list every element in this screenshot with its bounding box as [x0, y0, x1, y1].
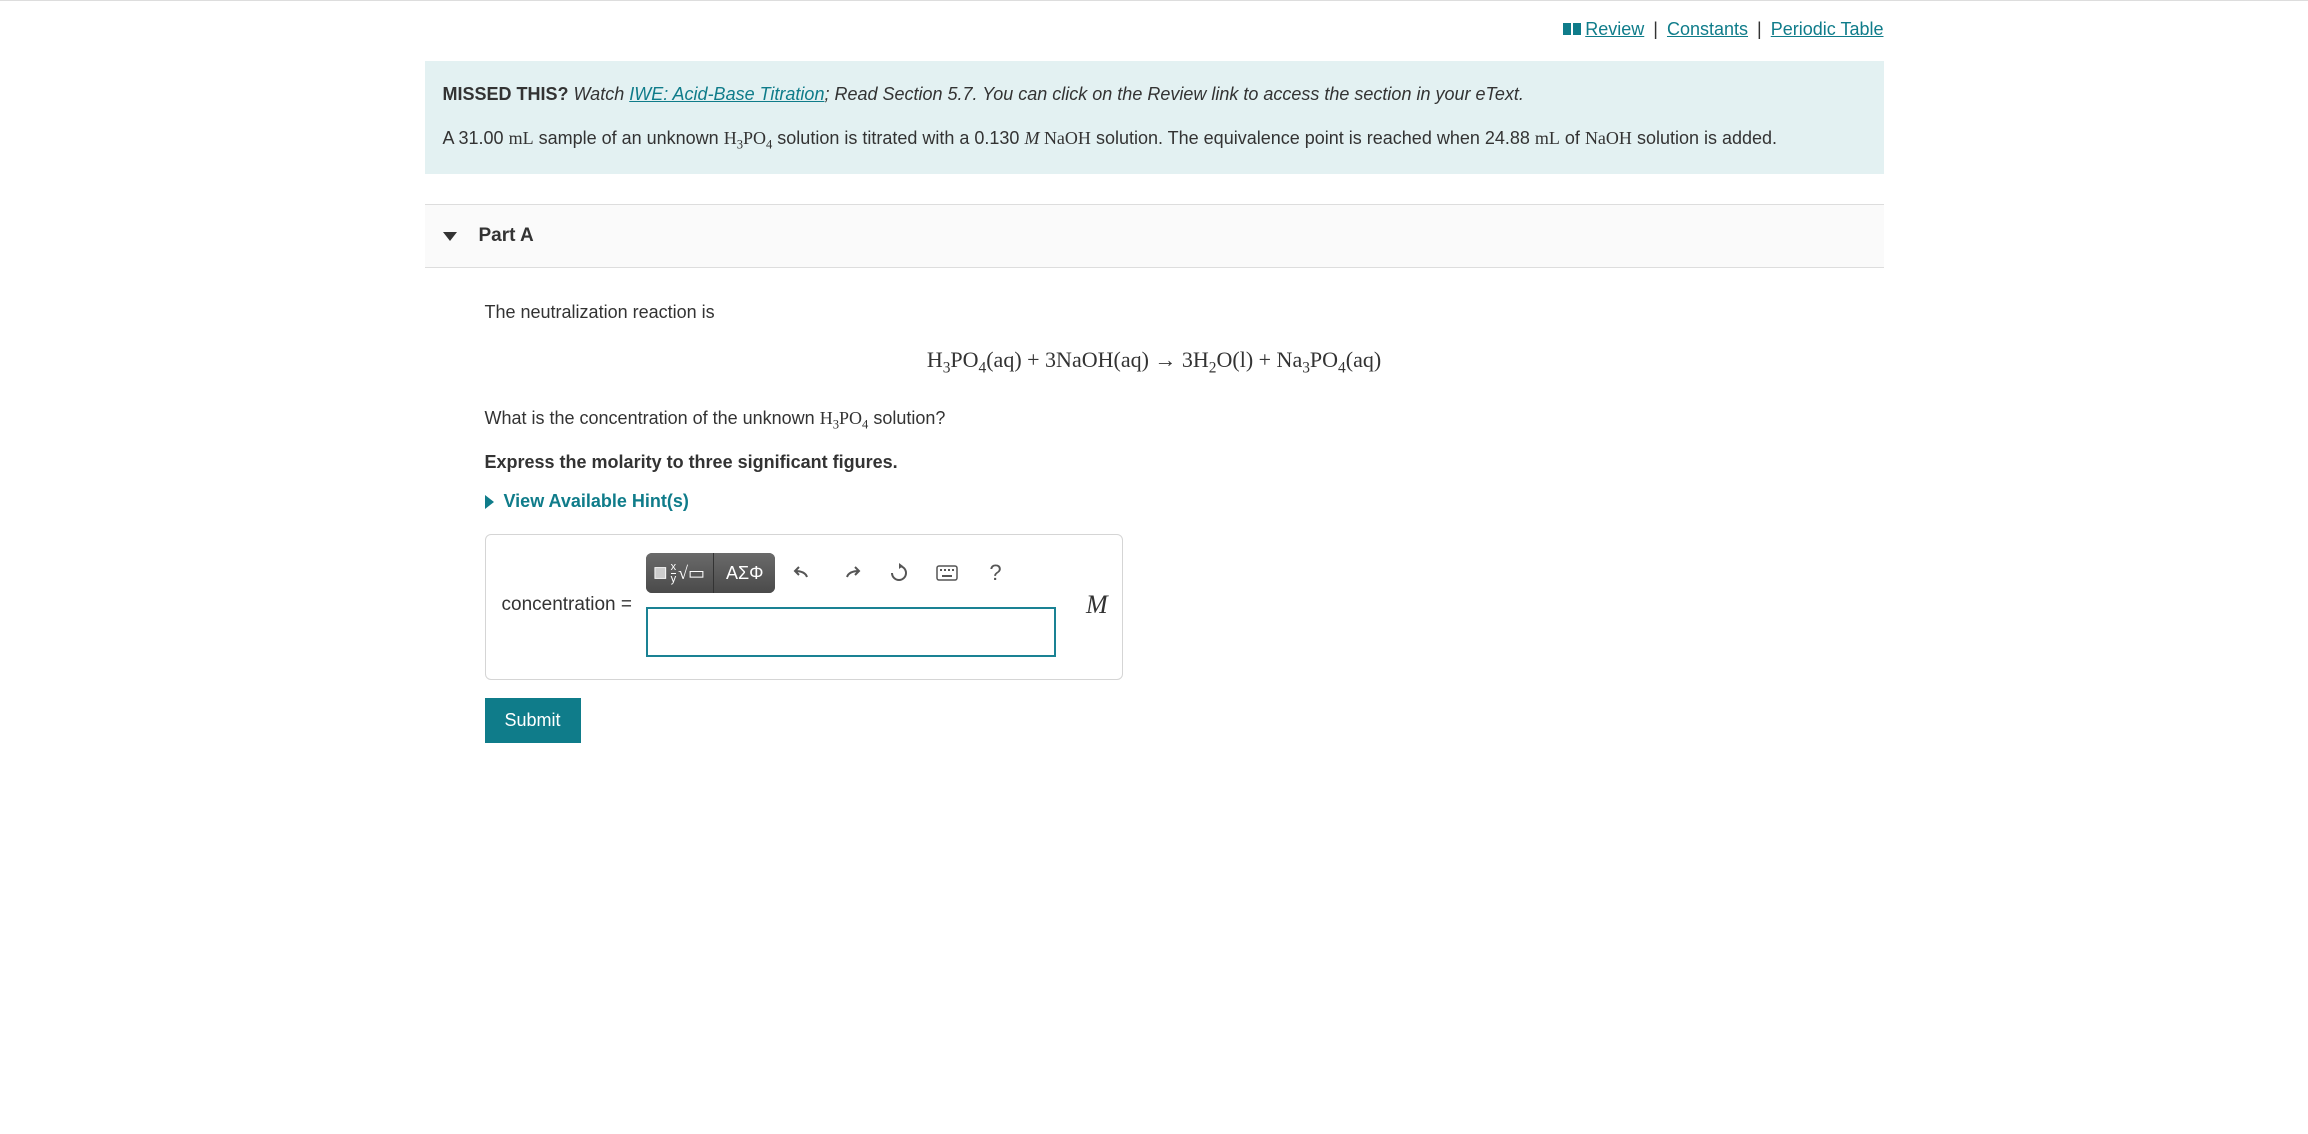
concentration-input[interactable]	[646, 607, 1056, 657]
collapse-icon	[443, 232, 457, 241]
formula-h3po4: H3PO4	[724, 128, 773, 148]
answer-panel: concentration = xy √▭ ΑΣΦ	[485, 534, 1123, 680]
keyboard-icon	[936, 565, 958, 581]
reset-icon	[889, 563, 909, 583]
periodic-table-link[interactable]: Periodic Table	[1771, 19, 1884, 39]
fraction-icon: xy	[671, 562, 677, 585]
hints-label: View Available Hint(s)	[504, 491, 689, 512]
top-links-bar: Review | Constants | Periodic Table	[425, 11, 1884, 61]
sqrt-icon: √▭	[678, 563, 705, 584]
neutralization-equation: H3PO4(aq) + 3NaOH(aq) → 3H2O(l) + Na3PO4…	[485, 347, 1824, 377]
templates-button[interactable]: xy √▭	[646, 553, 714, 593]
help-button[interactable]: ?	[975, 553, 1015, 593]
equation-toolbar: xy √▭ ΑΣΦ	[646, 553, 1056, 593]
missed-label: MISSED THIS?	[443, 84, 569, 104]
undo-button[interactable]	[783, 553, 823, 593]
part-a-header[interactable]: Part A	[425, 204, 1884, 268]
formula-h3po4: H3PO4	[820, 408, 869, 428]
problem-statement: A 31.00 mL sample of an unknown H3PO4 so…	[443, 123, 1866, 156]
unit-label: M	[1086, 590, 1108, 620]
answer-label: concentration =	[502, 594, 632, 616]
chevron-right-icon	[485, 495, 494, 509]
reset-button[interactable]	[879, 553, 919, 593]
greek-button[interactable]: ΑΣΦ	[714, 553, 776, 593]
question-text: What is the concentration of the unknown…	[485, 404, 1824, 435]
rect-icon	[654, 566, 667, 580]
link-separator: |	[1757, 19, 1762, 39]
book-icon	[1563, 20, 1581, 41]
redo-icon	[841, 563, 861, 583]
constants-link[interactable]: Constants	[1667, 19, 1748, 39]
view-hints-toggle[interactable]: View Available Hint(s)	[485, 491, 1824, 512]
missed-this-line: MISSED THIS? Watch IWE: Acid-Base Titrat…	[443, 79, 1866, 110]
reaction-intro: The neutralization reaction is	[485, 298, 1824, 327]
sigfig-instruction: Express the molarity to three significan…	[485, 448, 1824, 477]
link-separator: |	[1653, 19, 1658, 39]
keyboard-button[interactable]	[927, 553, 967, 593]
review-link[interactable]: Review	[1585, 19, 1644, 39]
iwe-video-link[interactable]: IWE: Acid-Base Titration	[629, 84, 824, 104]
redo-button[interactable]	[831, 553, 871, 593]
toolbar-dark-group: xy √▭ ΑΣΦ	[646, 553, 776, 593]
part-label: Part A	[479, 225, 534, 247]
problem-info-box: MISSED THIS? Watch IWE: Acid-Base Titrat…	[425, 61, 1884, 175]
undo-icon	[793, 563, 813, 583]
submit-button[interactable]: Submit	[485, 698, 581, 743]
part-a-content: The neutralization reaction is H3PO4(aq)…	[425, 298, 1884, 743]
